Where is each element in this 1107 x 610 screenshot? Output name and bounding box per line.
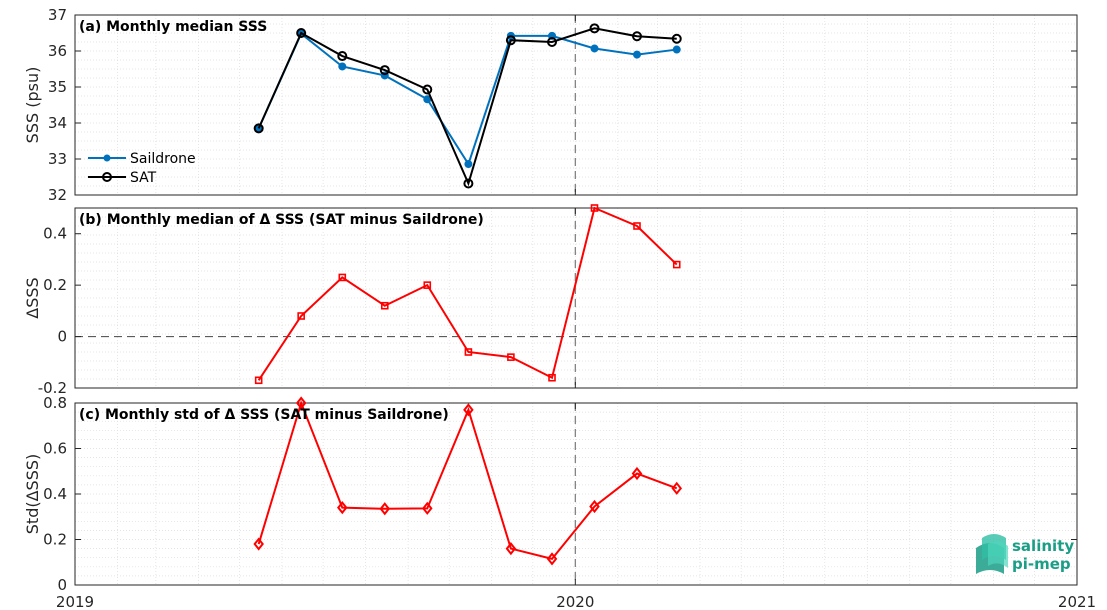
data-point (380, 301, 389, 310)
data-point (505, 541, 517, 556)
x-tick-label: 2020 (556, 593, 594, 610)
data-point (589, 499, 600, 514)
data-point (590, 44, 599, 53)
data-point (422, 84, 433, 95)
data-point (254, 376, 263, 385)
salinity-pi-mep-logo: salinity pi-mep (976, 534, 1074, 574)
legend-label: SAT (130, 170, 157, 186)
data-point (296, 28, 307, 38)
y-tick-label: 36 (48, 42, 67, 60)
legend-label: Saildrone (130, 151, 196, 167)
data-point (423, 281, 432, 289)
y-axis-label: SSS (psu) (23, 67, 42, 144)
data-point (379, 502, 391, 516)
data-point (547, 37, 558, 47)
data-point (337, 501, 348, 515)
y-tick-label: 0.2 (43, 531, 67, 549)
data-point (337, 51, 348, 62)
logo-text-line1: salinity (1012, 537, 1074, 555)
y-tick-label: 0.8 (43, 394, 67, 412)
axes-box (74, 402, 1078, 586)
x-tick-label: 2019 (56, 593, 94, 610)
y-tick-label: 0.4 (43, 225, 67, 243)
data-point (546, 552, 558, 566)
data-point (295, 396, 307, 410)
y-tick-label: 0 (57, 576, 67, 594)
data-point (632, 50, 641, 59)
data-point (672, 45, 681, 54)
panel-title: (b) Monthly median of Δ SSS (SAT minus S… (79, 212, 484, 228)
legend-marker (102, 172, 112, 182)
data-point (253, 537, 264, 551)
y-tick-label: 32 (48, 186, 67, 204)
y-axis-label: Std(ΔSSS) (23, 454, 42, 534)
data-point (507, 353, 515, 361)
axes-box (74, 14, 1078, 196)
y-tick-label: 35 (48, 78, 67, 96)
chart-panel-a: 32 33 34 35 36 37 SSS (psu) (a) Monthly median … (23, 6, 1078, 204)
data-point (297, 312, 305, 320)
data-point (505, 35, 516, 46)
axes-box (74, 207, 1078, 389)
y-axis-label: ΔSSS (23, 277, 42, 318)
data-point (633, 222, 641, 230)
y-tick-label: 0.6 (43, 440, 67, 458)
data-point (548, 373, 556, 382)
y-tick-label: 0.4 (43, 485, 67, 503)
panel-title: (a) Monthly median SSS (79, 19, 267, 35)
y-tick-label: 0.2 (43, 276, 67, 294)
data-point (379, 65, 390, 76)
y-tick-label: -0.2 (38, 379, 67, 397)
series-line-delta (257, 399, 678, 560)
panel-title: (c) Monthly std of Δ SSS (SAT minus Sail… (79, 407, 449, 423)
logo-text-line2: pi-mep (1012, 555, 1071, 573)
y-tick-label: 34 (48, 114, 67, 132)
data-point (338, 62, 347, 71)
data-point (421, 501, 433, 515)
y-tick-label: 0 (57, 328, 67, 346)
chart-panel-b: -0.2 0 0.2 0.4 ΔSSS (b) Monthly median of Δ S… (23, 204, 1078, 397)
data-point (589, 23, 600, 34)
series-line-saildrone (257, 32, 677, 167)
chart-panel-c: 0 0.2 0.4 0.6 0.8 2019 2020 2021 Std(ΔSSS) (c) Mo… (23, 394, 1096, 610)
data-point (671, 33, 682, 44)
logo-wave-icon (976, 534, 1008, 574)
x-tick-label: 2021 (1058, 593, 1096, 610)
data-point (631, 466, 643, 481)
series-line-delta (257, 206, 678, 381)
data-point (671, 481, 683, 495)
data-point (590, 204, 599, 212)
data-point (463, 403, 474, 417)
y-tick-label: 33 (48, 150, 67, 168)
data-point (338, 273, 347, 282)
data-point (672, 260, 681, 269)
data-point (463, 178, 474, 189)
legend-marker (103, 154, 111, 162)
y-tick-label: 37 (48, 6, 67, 24)
data-point (631, 31, 642, 42)
data-point (253, 123, 264, 134)
series-line-sat (257, 27, 677, 187)
data-point (464, 348, 473, 356)
data-point (464, 160, 473, 169)
